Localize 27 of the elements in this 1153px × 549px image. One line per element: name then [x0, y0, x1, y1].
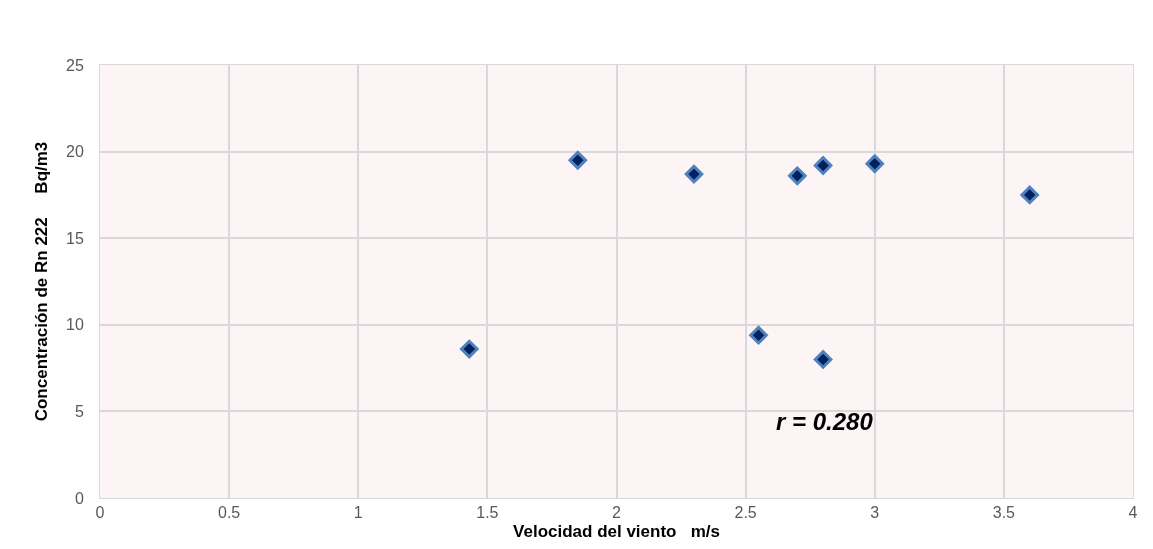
x-tick-label: 0 [95, 504, 105, 522]
point [460, 339, 479, 359]
point [813, 156, 833, 175]
point [1020, 185, 1039, 205]
point [813, 350, 833, 369]
x-tick-label: 3 [870, 504, 880, 522]
x-tick-label: 3.5 [992, 504, 1016, 522]
y-tick-label: 5 [74, 403, 84, 420]
point [865, 154, 885, 174]
point [787, 166, 807, 186]
point [568, 150, 588, 170]
point [749, 325, 768, 345]
x-tick-label: 2 [612, 504, 622, 522]
point [684, 164, 704, 184]
y-axis-title: Concentración de Rn 222 Bq/m3 [31, 141, 51, 422]
y-tick-label: 25 [66, 56, 84, 74]
x-tick-label: 1.5 [476, 504, 499, 522]
x-tick-label: 2.5 [734, 504, 757, 522]
y-tick-label: 10 [66, 316, 84, 334]
x-tick-label: 0.5 [218, 504, 241, 522]
y-tick-label: 0 [74, 489, 84, 507]
y-tick-label: 15 [66, 229, 84, 247]
x-tick-label: 1 [353, 504, 363, 522]
x-tick-label: 4 [1128, 504, 1138, 522]
annotation: r = 0.280 [776, 408, 874, 435]
x-axis-title: Velocidad del viento m/s [513, 521, 720, 541]
y-tick-label: 20 [66, 143, 84, 161]
